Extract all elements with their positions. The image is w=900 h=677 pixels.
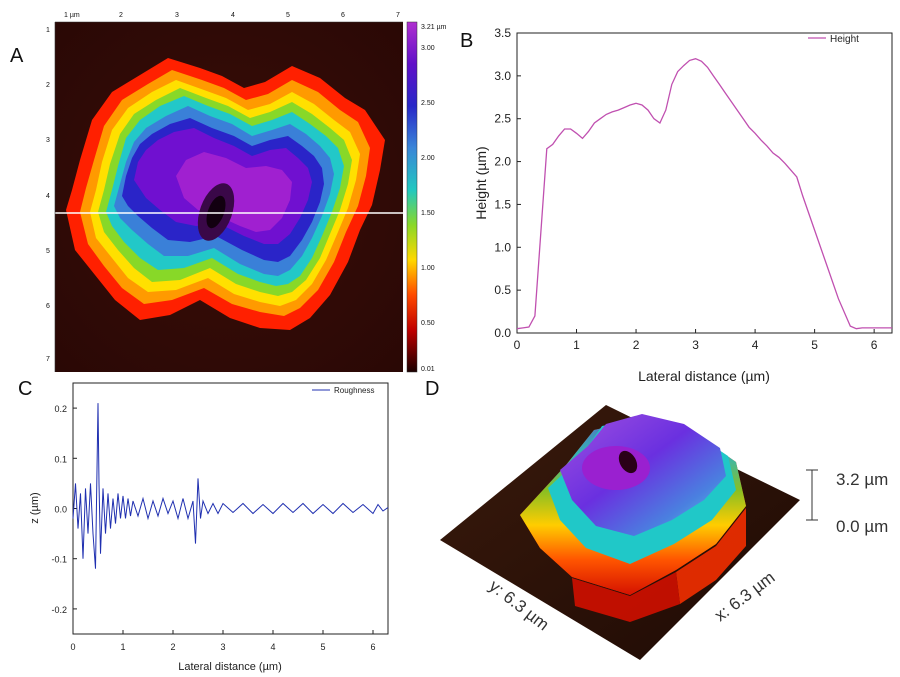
x-tick-label: 6 xyxy=(871,338,878,352)
surface-3d-pit xyxy=(618,450,638,474)
y-tick-label: 0.0 xyxy=(494,326,511,340)
x-tick-label: 3 xyxy=(220,642,225,652)
plot-b-legend: Height xyxy=(808,34,859,45)
y-tick-label: -0.1 xyxy=(51,555,67,565)
surface-3d-particle xyxy=(520,414,746,622)
legend-label-height: Height xyxy=(830,34,859,45)
afm-x-tick: 2 xyxy=(119,12,123,19)
panel-c: C 0 1 2 3 4 5 6 0.2 0.1 0.0 -0.1 -0.2 Lateral dista… xyxy=(18,378,389,673)
afm-x-tick: 5 xyxy=(286,12,290,19)
afm-y-tick: 2 xyxy=(46,82,50,89)
y-tick-label: 1.5 xyxy=(494,197,511,211)
panel-letter-b: B xyxy=(460,30,473,52)
scale-3d-max: 3.2 µm xyxy=(836,470,888,489)
x-tick-label: 0 xyxy=(70,642,75,652)
plot-b-ticks: 0 1 2 3 4 5 6 0.0 0.5 1.0 1.5 2.0 2.5 3.0 3.5 xyxy=(494,26,877,352)
panel-letter-d: D xyxy=(425,378,439,400)
plot-c-frame xyxy=(72,382,389,635)
x-tick-label: 6 xyxy=(370,642,375,652)
afm-y-tick: 7 xyxy=(46,356,50,363)
afm-particle xyxy=(66,58,385,330)
plot-c-legend: Roughness xyxy=(312,386,374,395)
y-tick-label: 3.0 xyxy=(494,69,511,83)
panel-letter-a: A xyxy=(10,45,24,67)
colorbar-tick: 0.01 xyxy=(421,366,435,373)
legend-label-roughness: Roughness xyxy=(334,386,374,395)
x-tick-label: 3 xyxy=(692,338,699,352)
scale-3d-min: 0.0 µm xyxy=(836,517,888,536)
roughness-series-line xyxy=(72,403,389,569)
x-tick-label: 2 xyxy=(633,338,640,352)
y-tick-label: 0.1 xyxy=(54,454,67,464)
colorbar-tick: 2.50 xyxy=(421,100,435,107)
afm-x-tick: 7 xyxy=(396,12,400,19)
afm-y-ticks: 1 2 3 4 5 6 7 xyxy=(46,22,56,372)
panel-d: D 3.2 µm 0.0 µm y: 6.3 µm x: 6.3 µm xyxy=(425,378,888,660)
plot-b-xlabel: Lateral distance (µm) xyxy=(638,368,770,384)
y-tick-label: -0.2 xyxy=(51,605,67,615)
surface-3d-scale: 3.2 µm 0.0 µm xyxy=(806,469,888,536)
y-tick-label: 2.5 xyxy=(494,112,511,126)
plot-c-xlabel: Lateral distance (µm) xyxy=(178,661,282,673)
y-tick-label: 2.0 xyxy=(494,155,511,169)
colorbar-tick: 1.50 xyxy=(421,210,435,217)
afm-x-tick: 4 xyxy=(231,12,235,19)
y-tick-label: 0.5 xyxy=(494,283,511,297)
x-tick-label: 0 xyxy=(514,338,521,352)
surface-3d-peak-region xyxy=(582,446,650,490)
x-tick-label: 1 xyxy=(573,338,580,352)
colorbar-tick: 2.00 xyxy=(421,155,435,162)
x-tick-label: 4 xyxy=(270,642,275,652)
afm-x-tick: 1 µm xyxy=(64,12,80,19)
afm-y-tick: 3 xyxy=(46,137,50,144)
afm-x-tick: 6 xyxy=(341,12,345,19)
panel-b: B 0 1 2 3 4 5 6 0.0 0.5 1.0 1.5 2.0 2.5 3.0 3.5 Latera… xyxy=(460,26,893,384)
afm-y-tick: 1 xyxy=(46,27,50,34)
afm-y-tick: 4 xyxy=(46,193,50,200)
colorbar-tick: 3.00 xyxy=(421,45,435,52)
colorbar-tick: 1.00 xyxy=(421,265,435,272)
panel-a: A 1 µm 2 3 4 5 6 7 1 xyxy=(10,12,447,373)
colorbar-tick: 3.21 µm xyxy=(421,24,447,31)
plot-b-ylabel: Height (µm) xyxy=(473,146,489,219)
x-tick-label: 4 xyxy=(752,338,759,352)
y-tick-label: 0.0 xyxy=(54,505,67,515)
afm-colorbar: 3.21 µm 3.00 2.50 2.00 1.50 1.00 0.50 0.… xyxy=(406,21,447,373)
height-series-line xyxy=(516,58,892,330)
x-tick-label: 1 xyxy=(120,642,125,652)
plot-b-frame xyxy=(516,32,893,334)
y-tick-label: 0.2 xyxy=(54,404,67,414)
colorbar-tick: 0.50 xyxy=(421,320,435,327)
plot-c-ylabel: z (µm) xyxy=(29,492,41,523)
panel-letter-c: C xyxy=(18,378,32,400)
afm-y-tick: 6 xyxy=(46,303,50,310)
y-tick-label: 3.5 xyxy=(494,26,511,40)
afm-x-tick: 3 xyxy=(175,12,179,19)
afm-y-tick: 5 xyxy=(46,248,50,255)
afm-x-ticks: 1 µm 2 3 4 5 6 7 xyxy=(55,12,403,23)
x-tick-label: 5 xyxy=(811,338,818,352)
plot-c-ticks: 0 1 2 3 4 5 6 0.2 0.1 0.0 -0.1 -0.2 xyxy=(51,404,375,652)
x-tick-label: 2 xyxy=(170,642,175,652)
y-tick-label: 1.0 xyxy=(494,240,511,254)
x-tick-label: 5 xyxy=(320,642,325,652)
